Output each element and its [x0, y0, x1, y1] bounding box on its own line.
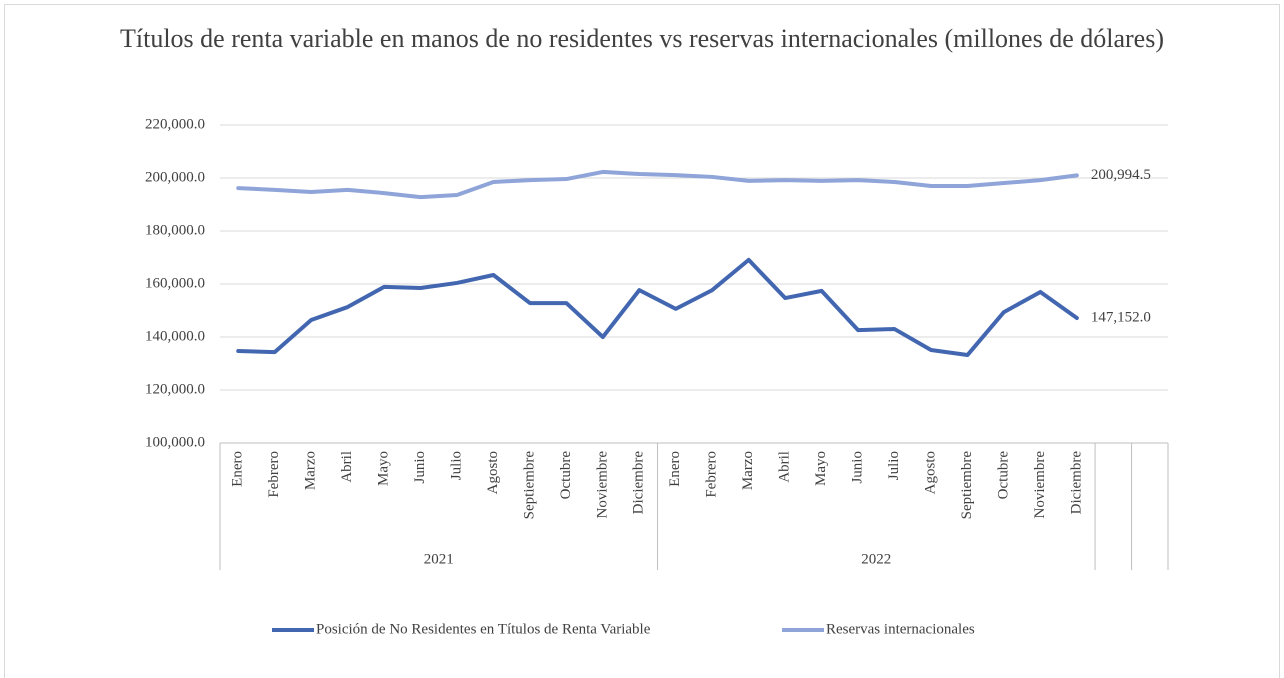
x-tick-label: Mayo: [376, 451, 392, 486]
series-line: [236, 257, 1079, 358]
y-tick-label: 160,000.0: [145, 275, 205, 291]
x-tick-label: Febrero: [704, 451, 720, 498]
x-tick-label: Junio: [412, 451, 428, 484]
y-tick-label: 200,000.0: [145, 169, 205, 185]
x-tick-label: Abril: [777, 451, 793, 483]
x-tick-label: Noviembre: [594, 451, 610, 519]
x-tick-label: Noviembre: [1032, 451, 1048, 519]
x-tick-label: Agosto: [922, 451, 938, 494]
x-tick-label: Junio: [850, 451, 866, 484]
x-tick-label: Julio: [448, 451, 464, 480]
legend-label: Reservas internacionales: [826, 621, 975, 637]
x-tick-label: Mayo: [813, 451, 829, 486]
data-label: 147,152.0: [1091, 309, 1151, 325]
y-tick-label: 100,000.0: [145, 434, 205, 450]
x-tick-label: Febrero: [266, 451, 282, 498]
chart-title: Títulos de renta variable en manos de no…: [120, 24, 1164, 53]
series-line: [236, 169, 1079, 200]
x-tick-label: Octubre: [995, 451, 1011, 500]
y-tick-label: 180,000.0: [145, 222, 205, 238]
x-tick-label: Octubre: [558, 451, 574, 500]
x-tick-label: Diciembre: [1068, 451, 1084, 515]
x-tick-label: Agosto: [485, 451, 501, 494]
x-tick-label: Diciembre: [631, 451, 647, 515]
chart-frame: [4, 4, 1280, 678]
x-tick-label: Abril: [339, 451, 355, 483]
y-tick-label: 220,000.0: [145, 116, 205, 132]
x-tick-label: Julio: [886, 451, 902, 480]
data-label: 200,994.5: [1091, 167, 1151, 183]
y-tick-label: 140,000.0: [145, 328, 205, 344]
x-tick-label: Marzo: [303, 451, 319, 490]
x-tick-label: Septiembre: [521, 451, 537, 520]
x-tick-label: Marzo: [740, 451, 756, 490]
x-tick-label: Enero: [667, 451, 683, 487]
group-label: 2021: [424, 551, 454, 567]
x-tick-label: Septiembre: [959, 451, 975, 520]
legend-label: Posición de No Residentes en Títulos de …: [316, 621, 651, 637]
x-tick-label: Enero: [230, 451, 246, 487]
y-tick-label: 120,000.0: [145, 381, 205, 397]
group-label: 2022: [861, 551, 891, 567]
